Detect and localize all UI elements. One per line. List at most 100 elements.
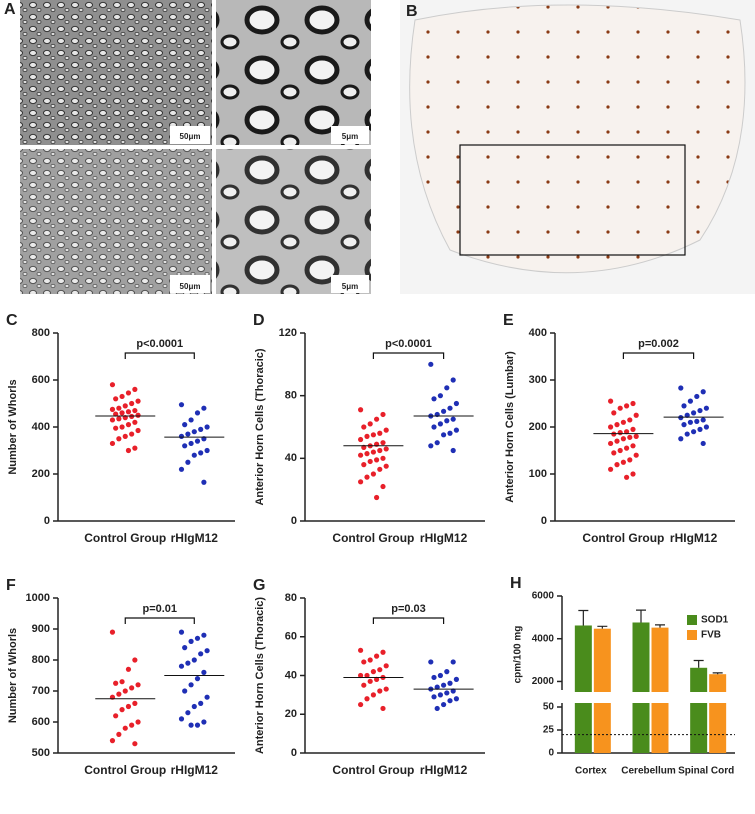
dot: [135, 412, 141, 418]
dot: [630, 400, 636, 407]
dot: [122, 688, 128, 694]
dot: [620, 419, 627, 425]
x-tick-label: rHIgM12: [171, 763, 219, 777]
dot: [630, 471, 636, 477]
dot: [358, 452, 364, 458]
dot: [624, 445, 630, 451]
dot: [614, 462, 620, 468]
dot: [364, 672, 370, 679]
dot: [633, 452, 639, 458]
dot: [380, 483, 386, 490]
y-tick-label: 400: [529, 327, 547, 339]
dot: [617, 405, 623, 411]
dot: [122, 433, 128, 439]
dot: [191, 657, 197, 663]
dot: [364, 451, 370, 457]
scale-label: 5μm: [342, 282, 358, 291]
dot: [608, 440, 614, 447]
dot: [178, 629, 185, 635]
dot: [132, 386, 138, 392]
y-axis-label: Anterior Horn Cells (Thoracic): [254, 597, 266, 754]
dot: [119, 424, 125, 430]
dot: [377, 667, 383, 673]
panel-b: B: [400, 0, 755, 294]
dot: [694, 393, 700, 400]
dot: [681, 403, 687, 409]
dot: [132, 407, 138, 414]
dot: [370, 669, 376, 675]
dot: [681, 422, 687, 428]
dot: [691, 410, 697, 416]
dot: [358, 647, 364, 653]
dot: [119, 707, 125, 713]
dot: [185, 431, 191, 437]
y-tick-label: 0: [291, 747, 297, 759]
dot: [135, 427, 141, 434]
dot: [191, 429, 197, 435]
dot: [633, 433, 639, 439]
y-tick-label: 200: [32, 468, 50, 480]
dot: [109, 406, 116, 412]
dot: [125, 422, 132, 428]
dot: [611, 450, 617, 456]
dot: [194, 635, 201, 641]
dot: [204, 694, 210, 700]
dot: [188, 722, 194, 728]
dot: [109, 440, 116, 447]
annotation: p=0.03: [391, 603, 426, 615]
scale-box: [170, 126, 210, 144]
dot: [361, 424, 367, 430]
dot: [178, 402, 185, 408]
dot: [364, 696, 370, 702]
panel-label: E: [503, 312, 514, 329]
dot: [678, 436, 684, 442]
bar: [593, 628, 611, 753]
bar: [690, 667, 708, 753]
x-tick-label: rHIgM12: [670, 531, 718, 545]
dot: [367, 421, 373, 427]
dot: [188, 417, 194, 423]
dot: [620, 436, 627, 442]
dot: [204, 648, 210, 654]
dot: [608, 398, 614, 404]
dot: [361, 659, 367, 665]
y-tick-label: 0: [291, 515, 297, 527]
dot: [428, 361, 434, 367]
panel-label: A: [4, 1, 16, 18]
dot: [122, 725, 128, 731]
y-tick-label: 40: [285, 669, 297, 681]
dot: [428, 659, 434, 665]
dot: [201, 719, 207, 725]
dot: [178, 466, 185, 472]
dot: [188, 638, 194, 645]
dot: [617, 447, 623, 454]
bar: [632, 622, 650, 753]
y-axis-label: Number of Whorls: [7, 379, 19, 474]
dot: [450, 688, 456, 694]
dot: [178, 433, 185, 439]
dot: [201, 669, 207, 676]
dot: [188, 440, 194, 447]
dot: [129, 722, 135, 728]
dot: [367, 458, 373, 465]
y-tick-label: 60: [285, 631, 297, 643]
dot: [453, 400, 459, 407]
x-tick-label: Control Group: [332, 531, 414, 545]
y-tick-label: 40: [285, 452, 297, 464]
dot: [125, 703, 132, 710]
dot: [194, 438, 201, 444]
x-tick-label: Cerebellum: [621, 766, 676, 777]
dot: [374, 676, 380, 682]
annotation: p<0.0001: [385, 338, 432, 350]
dot: [367, 678, 373, 684]
y-tick-label: 600: [32, 716, 50, 728]
y-axis-label: Number of Whorls: [7, 628, 19, 723]
dot: [374, 653, 380, 659]
y-tick-label: 800: [32, 327, 50, 339]
dot: [614, 422, 620, 428]
dot: [377, 466, 383, 472]
dot: [700, 417, 706, 423]
dot: [129, 400, 135, 407]
dot: [694, 418, 700, 424]
dot: [431, 674, 437, 681]
